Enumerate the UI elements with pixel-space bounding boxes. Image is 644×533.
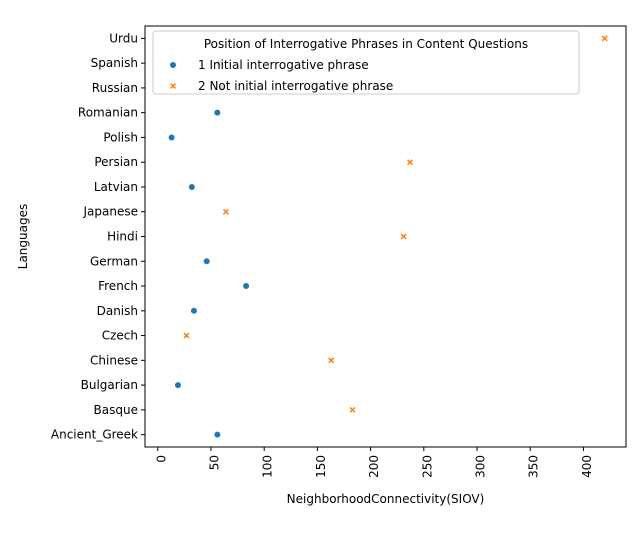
point-polish bbox=[167, 133, 176, 142]
legend-entries: 1 Initial interrogative phrase 2 Not init… bbox=[169, 58, 393, 93]
legend-marker-2 bbox=[169, 82, 177, 90]
legend-label-1: 1 Initial interrogative phrase bbox=[198, 58, 369, 72]
y-tick-label-hindi: Hindi bbox=[107, 230, 138, 244]
point-romanian bbox=[213, 108, 222, 117]
point-chinese bbox=[327, 356, 335, 364]
point-latvian bbox=[188, 183, 196, 191]
legend: Position of Interrogative Phrases in Con… bbox=[152, 30, 580, 95]
x-tick-label: 200 bbox=[367, 455, 381, 478]
y-tick-label-japanese: Japanese bbox=[83, 205, 139, 219]
y-tick-label-bulgarian: Bulgarian bbox=[81, 378, 138, 392]
legend-marker-1 bbox=[169, 61, 177, 69]
x-tick-label: 50 bbox=[207, 455, 221, 470]
point-persian bbox=[406, 158, 414, 166]
point-french bbox=[242, 282, 250, 290]
y-tick-label-chinese: Chinese bbox=[90, 353, 138, 367]
legend-title: Position of Interrogative Phrases in Con… bbox=[204, 37, 528, 51]
y-tick-label-russian: Russian bbox=[92, 81, 138, 95]
x-tick-label: 400 bbox=[580, 455, 594, 478]
legend-label-2: 2 Not initial interrogative phrase bbox=[198, 79, 393, 93]
point-japanese bbox=[222, 208, 230, 216]
axis-ticks-layer: 0 50 100 150 200 250 300 350 400 Urdu Spanish Russi… bbox=[51, 31, 594, 478]
y-tick-label-german: German bbox=[90, 254, 138, 268]
y-tick-label-urdu: Urdu bbox=[109, 31, 138, 45]
y-tick-label-czech: Czech bbox=[102, 329, 138, 343]
y-tick-label-basque: Basque bbox=[94, 403, 138, 417]
x-tick-label: 250 bbox=[420, 455, 434, 478]
point-bulgarian bbox=[174, 381, 182, 389]
y-tick-label-ancient-greek: Ancient_Greek bbox=[51, 428, 138, 442]
data-points-layer bbox=[167, 34, 609, 439]
x-tick-label: 150 bbox=[314, 455, 328, 478]
y-tick-label-danish: Danish bbox=[97, 304, 138, 318]
point-danish bbox=[190, 306, 198, 315]
x-tick-label: 350 bbox=[527, 455, 541, 478]
y-tick-label-romanian: Romanian bbox=[78, 106, 138, 120]
x-tick-label: 300 bbox=[474, 455, 488, 478]
x-axis-title: NeighborhoodConnectivity(SIOV) bbox=[287, 492, 485, 506]
x-tick-label: 0 bbox=[154, 455, 168, 463]
y-tick-label-persian: Persian bbox=[94, 155, 138, 169]
point-basque bbox=[348, 406, 357, 414]
y-tick-label-polish: Polish bbox=[103, 130, 138, 144]
point-hindi bbox=[400, 232, 408, 241]
x-tick-label: 100 bbox=[261, 455, 275, 478]
y-tick-label-spanish: Spanish bbox=[91, 56, 138, 70]
y-axis-title: Languages bbox=[16, 204, 30, 269]
y-tick-label-latvian: Latvian bbox=[94, 180, 138, 194]
point-ancient-greek bbox=[213, 430, 222, 439]
legend-box bbox=[152, 30, 580, 95]
y-tick-label-french: French bbox=[98, 279, 138, 293]
point-german bbox=[202, 257, 211, 266]
point-czech bbox=[182, 332, 191, 340]
point-urdu bbox=[601, 34, 609, 42]
